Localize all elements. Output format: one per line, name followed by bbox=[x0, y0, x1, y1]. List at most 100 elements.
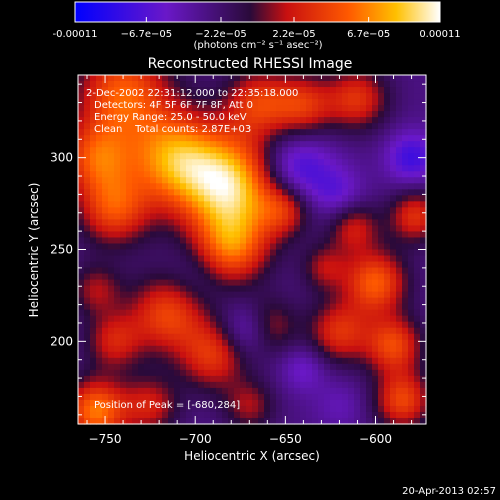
heatmap-cell bbox=[414, 303, 421, 311]
heatmap-cell bbox=[174, 225, 181, 233]
heatmap-cell bbox=[306, 261, 313, 269]
heatmap-cell bbox=[234, 411, 241, 419]
heatmap-cell bbox=[78, 393, 85, 401]
heatmap-cell bbox=[420, 261, 427, 269]
heatmap-cell bbox=[270, 267, 277, 275]
heatmap-cell bbox=[84, 243, 91, 251]
heatmap-cell bbox=[372, 393, 379, 401]
heatmap-cell bbox=[114, 417, 121, 425]
heatmap-cell bbox=[342, 381, 349, 389]
heatmap-cell bbox=[360, 189, 367, 196]
heatmap-cell bbox=[360, 177, 367, 184]
heatmap-cell bbox=[204, 417, 211, 425]
heatmap-cell bbox=[138, 369, 145, 377]
heatmap-cell bbox=[168, 189, 175, 196]
heatmap-cell bbox=[402, 243, 409, 251]
heatmap-cell bbox=[342, 267, 349, 275]
heatmap-cell bbox=[150, 171, 157, 178]
heatmap-cell bbox=[120, 99, 127, 106]
heatmap-cell bbox=[204, 81, 211, 88]
heatmap-cell bbox=[126, 327, 133, 335]
heatmap-cell bbox=[402, 363, 409, 371]
heatmap-cell bbox=[84, 411, 91, 419]
heatmap-cell bbox=[276, 321, 283, 329]
heatmap-cell bbox=[186, 339, 193, 347]
heatmap-cell bbox=[108, 123, 115, 130]
heatmap-cell bbox=[204, 165, 211, 172]
heatmap-cell bbox=[240, 81, 247, 88]
heatmap-cell bbox=[282, 177, 289, 184]
heatmap-cell bbox=[312, 105, 319, 112]
heatmap-cell bbox=[120, 261, 127, 269]
heatmap-cell bbox=[204, 315, 211, 323]
heatmap-cell bbox=[198, 261, 205, 269]
heatmap-cell bbox=[360, 273, 367, 281]
heatmap-cell bbox=[120, 411, 127, 419]
heatmap-cell bbox=[276, 309, 283, 317]
heatmap-cell bbox=[108, 279, 115, 287]
heatmap-cell bbox=[186, 273, 193, 281]
heatmap-cell bbox=[336, 207, 343, 214]
heatmap-cell bbox=[360, 81, 367, 88]
heatmap-cell bbox=[96, 87, 103, 94]
heatmap-cell bbox=[420, 129, 427, 136]
heatmap-cell bbox=[84, 93, 91, 100]
heatmap-cell bbox=[354, 285, 361, 293]
heatmap-cell bbox=[324, 399, 331, 407]
heatmap-cell bbox=[258, 369, 265, 377]
heatmap-cell bbox=[276, 363, 283, 371]
heatmap-cell bbox=[312, 237, 319, 245]
heatmap-cell bbox=[306, 87, 313, 94]
heatmap-cell bbox=[306, 351, 313, 359]
heatmap-cell bbox=[126, 357, 133, 365]
heatmap-cell bbox=[126, 81, 133, 88]
heatmap-cell bbox=[198, 81, 205, 88]
heatmap-cell bbox=[354, 339, 361, 347]
heatmap-cell bbox=[120, 285, 127, 293]
heatmap-cell bbox=[108, 171, 115, 178]
heatmap-cell bbox=[396, 153, 403, 160]
heatmap-cell bbox=[222, 255, 229, 263]
heatmap-cell bbox=[210, 249, 217, 257]
heatmap-cell bbox=[348, 159, 355, 166]
heatmap-cell bbox=[246, 351, 253, 359]
heatmap-cell bbox=[318, 93, 325, 100]
heatmap-cell bbox=[288, 171, 295, 178]
heatmap-cell bbox=[330, 315, 337, 323]
heatmap-cell bbox=[348, 321, 355, 329]
heatmap-cell bbox=[102, 129, 109, 136]
heatmap-cell bbox=[384, 303, 391, 311]
heatmap-cell bbox=[192, 165, 199, 172]
heatmap-cell bbox=[246, 123, 253, 130]
heatmap-cell bbox=[390, 327, 397, 335]
heatmap-cell bbox=[354, 357, 361, 365]
heatmap-cell bbox=[126, 345, 133, 353]
heatmap-cell bbox=[318, 81, 325, 88]
heatmap-cell bbox=[210, 375, 217, 383]
heatmap-cell bbox=[228, 111, 235, 118]
heatmap-cell bbox=[108, 153, 115, 160]
heatmap-cell bbox=[258, 177, 265, 184]
heatmap-cell bbox=[318, 369, 325, 377]
heatmap-cell bbox=[126, 339, 133, 347]
heatmap-cell bbox=[78, 321, 85, 329]
heatmap-cell bbox=[162, 321, 169, 329]
heatmap-cell bbox=[264, 207, 271, 214]
heatmap-cell bbox=[162, 93, 169, 100]
heatmap-cell bbox=[288, 183, 295, 190]
heatmap-cell bbox=[132, 189, 139, 196]
heatmap-cell bbox=[216, 363, 223, 371]
heatmap-cell bbox=[402, 327, 409, 335]
heatmap-cell bbox=[390, 345, 397, 353]
heatmap-cell bbox=[312, 243, 319, 251]
heatmap-cell bbox=[414, 357, 421, 365]
heatmap-cell bbox=[342, 225, 349, 233]
heatmap-cell bbox=[138, 315, 145, 323]
heatmap-cell bbox=[288, 147, 295, 154]
heatmap-cell bbox=[204, 231, 211, 239]
heatmap-cell bbox=[240, 309, 247, 317]
heatmap-cell bbox=[372, 345, 379, 353]
heatmap-cell bbox=[372, 195, 379, 202]
heatmap-cell bbox=[402, 201, 409, 208]
heatmap-cell bbox=[126, 315, 133, 323]
